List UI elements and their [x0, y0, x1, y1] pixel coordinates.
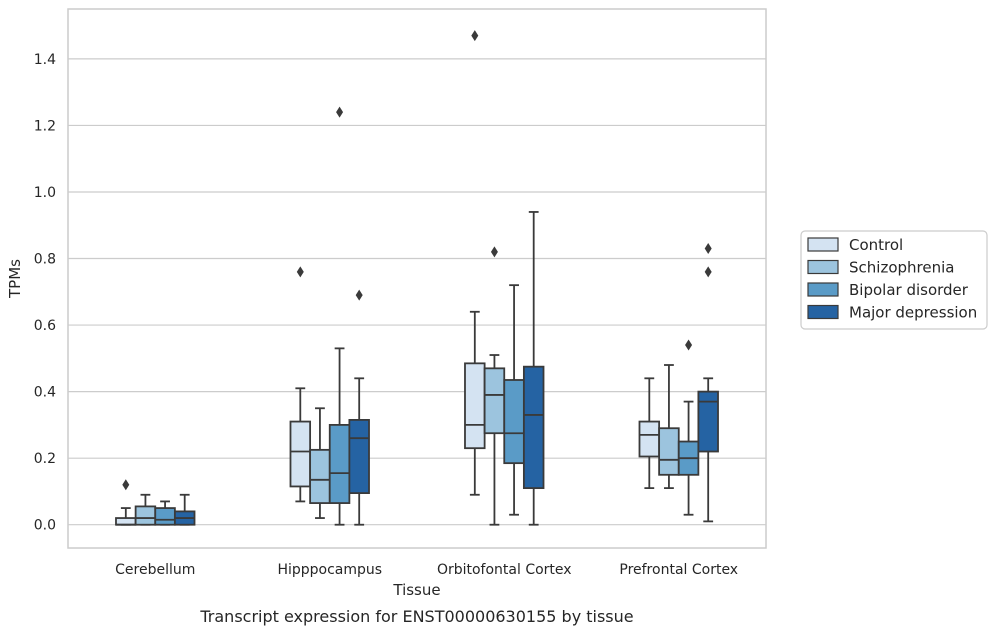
x-tick-label: Orbitofontal Cortex	[437, 562, 572, 578]
legend-swatch	[807, 282, 839, 297]
box	[638, 420, 661, 458]
box	[464, 362, 486, 450]
box	[522, 365, 545, 490]
outlier-point	[471, 30, 479, 42]
box-group	[309, 407, 331, 519]
plot-frame	[67, 8, 767, 549]
box-group	[677, 339, 700, 516]
outlier-point	[704, 243, 712, 255]
outlier-point	[490, 246, 498, 258]
y-axis-label: TPMs	[6, 259, 24, 299]
box-group	[134, 493, 157, 526]
box	[348, 419, 370, 495]
box-group	[503, 284, 525, 516]
box	[115, 517, 137, 526]
legend-label: Major depression	[849, 304, 977, 322]
box	[154, 507, 176, 526]
box	[483, 367, 506, 435]
box-group	[483, 246, 506, 526]
chart-caption: Transcript expression for ENST0000063015…	[199, 607, 633, 626]
x-tick-label: Prefrontal Cortex	[619, 562, 738, 578]
legend: Control Schizophrenia Bipolar disorder Majo…	[800, 230, 988, 330]
box-group	[173, 493, 196, 526]
box	[328, 423, 351, 504]
x-axis-ticks: Cerebellum Hipppocampus Orbitofontal Corte…	[115, 562, 738, 578]
legend-label: Control	[849, 236, 903, 254]
box-group	[658, 364, 680, 490]
box-group	[348, 289, 370, 526]
box-group	[697, 243, 719, 523]
y-tick-label: 0.8	[34, 252, 56, 268]
box-group	[522, 211, 545, 526]
box	[658, 427, 680, 476]
y-tick-label: 1.4	[34, 52, 56, 68]
box	[134, 505, 157, 526]
box	[289, 420, 312, 488]
y-tick-label: 0.4	[34, 385, 56, 401]
box-group	[464, 30, 486, 496]
box	[697, 390, 719, 453]
box-series	[115, 30, 719, 526]
y-axis-ticks: 0.0 0.2 0.4 0.6 0.8 1.0 1.2 1.4	[34, 52, 56, 534]
outlier-point	[122, 479, 130, 491]
box-group	[638, 377, 661, 490]
box-group	[289, 266, 312, 503]
x-tick-label: Hipppocampus	[277, 562, 382, 578]
box-group	[154, 500, 176, 526]
legend-frame	[800, 230, 988, 330]
box	[503, 379, 525, 465]
legend-swatch	[807, 304, 839, 320]
gridlines	[68, 58, 766, 526]
y-tick-label: 0.2	[34, 451, 56, 467]
y-tick-label: 1.0	[34, 185, 56, 201]
y-tick-label: 0.0	[34, 518, 56, 534]
outlier-point	[685, 339, 693, 351]
x-axis-label: Tissue	[392, 581, 440, 599]
outlier-point	[355, 289, 363, 301]
legend-label: Bipolar disorder	[849, 281, 969, 299]
y-tick-label: 1.2	[34, 118, 56, 134]
outlier-point	[704, 266, 712, 278]
legend-swatch	[807, 237, 839, 252]
legend-swatch	[807, 259, 839, 275]
outlier-point	[336, 106, 344, 118]
box-group	[328, 106, 351, 526]
y-tick-label: 0.6	[34, 318, 56, 334]
box-group	[115, 479, 137, 526]
outlier-point	[296, 266, 304, 278]
box	[309, 448, 331, 504]
x-tick-label: Cerebellum	[115, 562, 195, 578]
legend-label: Schizophrenia	[849, 259, 954, 277]
